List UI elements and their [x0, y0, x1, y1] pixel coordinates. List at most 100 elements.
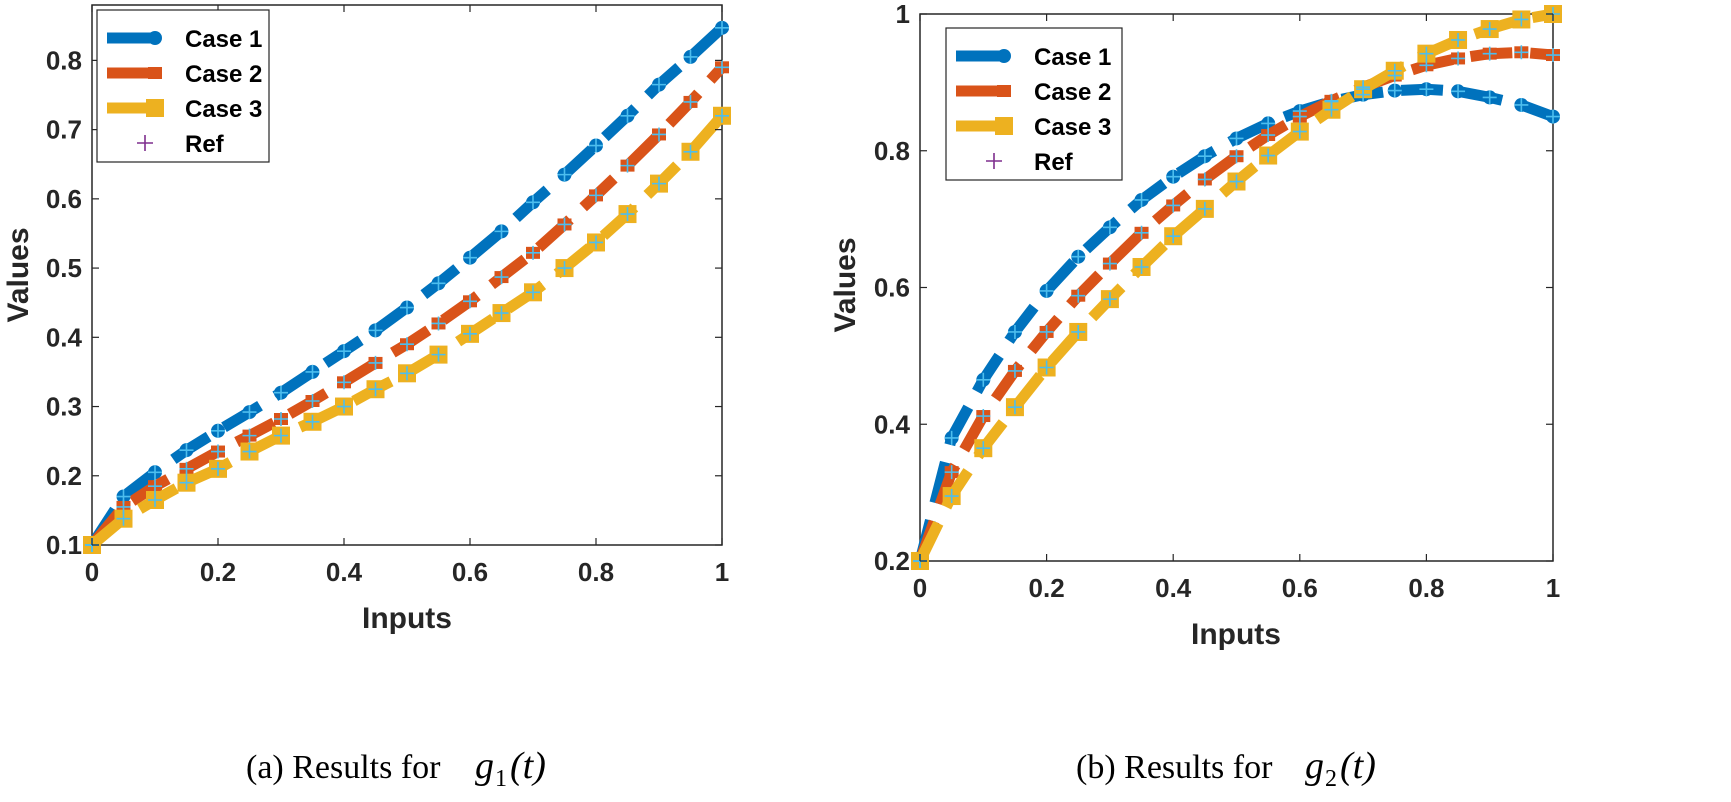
- ref-marker: [1387, 63, 1402, 78]
- ref-marker: [1071, 249, 1086, 264]
- axis-ticks: 0 0.2 0.4 0.6 0.8 1 0.1 0.2 0.3 0.4 0.5 0.6 0.7 0.8: [46, 5, 729, 587]
- x-tick-label: 0: [85, 557, 99, 587]
- ref-marker: [211, 461, 225, 476]
- ref-marker: [715, 108, 729, 123]
- y-tick-label: 0.2: [874, 546, 910, 576]
- y-tick-label: 0.5: [46, 253, 82, 283]
- legend-label: Case 2: [185, 61, 262, 88]
- legend-label: Case 3: [185, 96, 262, 123]
- legend-marker-ref: [986, 153, 1002, 169]
- ref-marker: [179, 475, 194, 490]
- ref-marker: [494, 270, 509, 285]
- y-tick-label: 0.6: [46, 184, 82, 214]
- axis-ticks: 0 0.2 0.4 0.6 0.8 10.20.40.60.81: [874, 0, 1560, 603]
- x-tick-label: 0.2: [1029, 573, 1065, 603]
- ref-marker: [1102, 256, 1117, 271]
- ref-marker: [1451, 32, 1466, 47]
- ref-marker: [652, 127, 666, 142]
- ref-marker: [683, 49, 698, 64]
- y-tick-label: 0.1: [46, 530, 82, 560]
- ref-marker: [431, 316, 446, 331]
- ref-marker: [494, 224, 509, 239]
- ref-marker: [1039, 283, 1054, 298]
- ref-marker: [1482, 90, 1497, 105]
- ref-marker: [557, 217, 572, 232]
- ref-marker: [1007, 400, 1022, 415]
- ref-marker: [1514, 12, 1529, 27]
- ref-marker: [1514, 45, 1529, 60]
- ref-marker: [1324, 102, 1339, 117]
- legend-marker-case-2: [148, 67, 162, 79]
- caption-prefix: (a) Results for: [246, 749, 441, 786]
- legend-label: Case 2: [1034, 79, 1111, 106]
- ref-marker: [1071, 288, 1086, 303]
- ref-marker: [1229, 149, 1244, 164]
- legend-label: Case 1: [1034, 44, 1111, 71]
- ref-marker: [683, 144, 698, 159]
- ref-marker: [683, 94, 698, 109]
- ref-marker: [1071, 324, 1086, 339]
- ref-marker: [368, 355, 383, 370]
- ref-marker: [211, 444, 225, 459]
- chart-panel-g1: 0 0.2 0.4 0.6 0.8 1 0.1 0.2 0.3 0.4 0.5 0.6 0.7 0.8 I…: [2, 4, 731, 792]
- ref-marker: [652, 176, 666, 191]
- ref-marker: [116, 499, 131, 514]
- ref-marker: [1134, 225, 1149, 240]
- chart-marks: [83, 20, 731, 554]
- ref-marker: [400, 337, 414, 352]
- ref-marker: [1102, 220, 1117, 235]
- caption-argument: (t): [1340, 745, 1376, 787]
- y-tick-label: 0.3: [46, 392, 82, 422]
- ref-marker: [715, 20, 729, 35]
- ref-marker: [1546, 48, 1560, 63]
- x-axis-label: Inputs: [1191, 618, 1281, 651]
- caption-function: g: [1305, 745, 1324, 787]
- ref-marker: [526, 245, 540, 260]
- legend: Case 1 Case 2 Case 3 Ref: [96, 9, 270, 163]
- ref-marker: [305, 394, 320, 408]
- ref-marker: [305, 364, 320, 379]
- ref-marker: [944, 430, 959, 445]
- ref-marker: [116, 511, 131, 526]
- ref-marker: [274, 412, 288, 426]
- x-tick-label: 0.6: [1282, 573, 1318, 603]
- ref-marker: [526, 195, 540, 210]
- caption-subscript: 2: [1325, 766, 1337, 792]
- ref-marker: [148, 465, 162, 480]
- ref-marker: [494, 306, 509, 321]
- ref-marker: [1261, 128, 1276, 143]
- y-tick-label: 0.2: [46, 461, 82, 491]
- ref-marker: [1229, 131, 1244, 146]
- ref-marker: [620, 158, 635, 173]
- ref-marker: [1166, 198, 1181, 213]
- x-tick-label: 0.4: [1155, 573, 1192, 603]
- ref-marker: [1482, 46, 1497, 61]
- caption-argument: (t): [510, 745, 546, 787]
- x-tick-label: 0.8: [578, 557, 614, 587]
- y-tick-label: 0.7: [46, 115, 82, 145]
- ref-marker: [305, 414, 320, 429]
- x-tick-label: 0: [913, 573, 927, 603]
- ref-marker: [337, 375, 351, 390]
- ref-marker: [1134, 259, 1149, 274]
- legend: Case 1 Case 2 Case 3 Ref: [945, 27, 1123, 181]
- ref-marker: [431, 276, 446, 291]
- ref-marker: [1387, 83, 1402, 98]
- ref-marker: [652, 77, 666, 92]
- ref-marker: [1197, 172, 1212, 187]
- ref-marker: [557, 167, 572, 182]
- ref-marker: [1292, 109, 1307, 124]
- ref-marker: [242, 405, 257, 420]
- ref-marker: [463, 250, 477, 265]
- x-tick-label: 0.6: [452, 557, 488, 587]
- ref-marker: [179, 461, 194, 476]
- ref-marker: [1007, 324, 1022, 339]
- caption-subscript: 1: [495, 766, 507, 792]
- ref-marker: [1292, 124, 1307, 139]
- ref-marker: [976, 441, 991, 456]
- ref-marker: [1229, 174, 1244, 189]
- legend-label: Ref: [185, 131, 225, 158]
- y-tick-label: 0.8: [874, 136, 910, 166]
- ref-marker: [589, 138, 603, 153]
